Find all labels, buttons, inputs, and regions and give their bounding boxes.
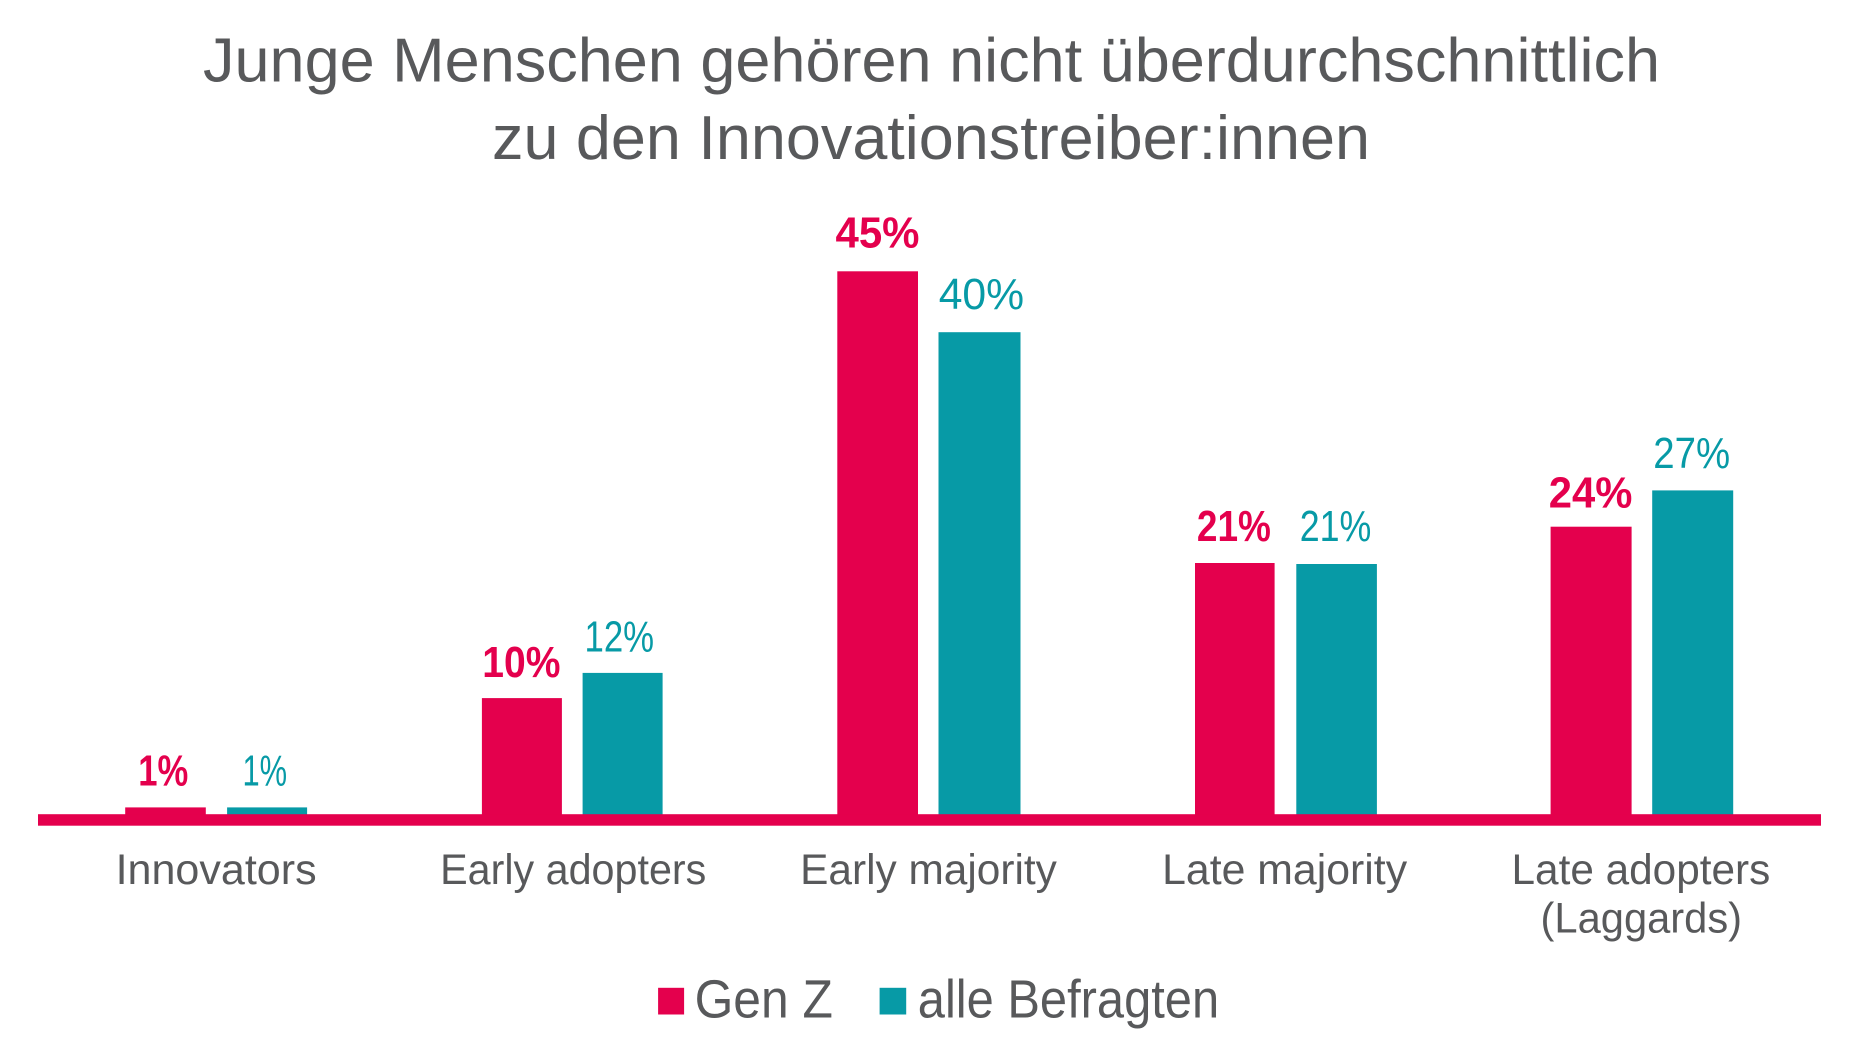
svg-text:Late adopters: Late adopters (1512, 847, 1771, 894)
svg-text:40%: 40% (939, 270, 1024, 319)
svg-text:24%: 24% (1549, 468, 1633, 517)
svg-text:10%: 10% (482, 638, 560, 687)
svg-text:21%: 21% (1197, 502, 1271, 551)
svg-text:Early majority: Early majority (800, 847, 1058, 894)
svg-text:1%: 1% (138, 747, 188, 796)
svg-text:Junge Menschen gehören nicht ü: Junge Menschen gehören nicht überdurchsc… (203, 27, 1660, 96)
svg-text:Early adopters: Early adopters (440, 847, 706, 894)
svg-text:1%: 1% (243, 747, 288, 796)
svg-text:Gen Z: Gen Z (695, 970, 833, 1030)
svg-text:(Laggards): (Laggards) (1541, 896, 1743, 943)
svg-text:alle Befragten: alle Befragten (918, 970, 1219, 1030)
svg-text:Late majority: Late majority (1162, 847, 1408, 894)
svg-text:Innovators: Innovators (116, 847, 317, 894)
svg-text:45%: 45% (836, 209, 920, 258)
svg-text:27%: 27% (1653, 429, 1730, 478)
svg-text:21%: 21% (1300, 502, 1372, 551)
svg-text:12%: 12% (585, 612, 655, 661)
svg-text:zu den Innovationstreiber:inne: zu den Innovationstreiber:innen (492, 104, 1370, 173)
